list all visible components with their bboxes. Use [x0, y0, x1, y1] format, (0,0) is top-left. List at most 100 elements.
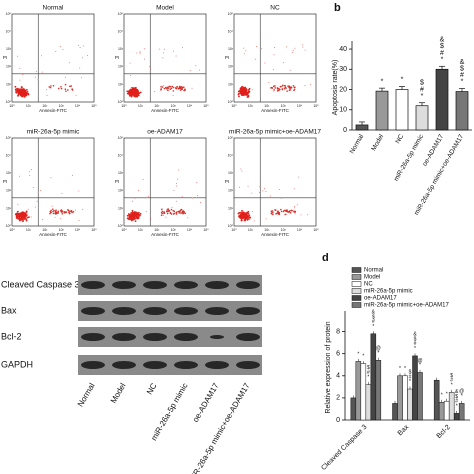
significance-mark: #	[455, 399, 458, 405]
cell-dot	[69, 85, 71, 88]
cell-dot	[293, 188, 295, 190]
cell-dot	[239, 186, 241, 188]
bar	[443, 400, 450, 421]
cell-dot	[138, 211, 140, 214]
y-tick-label: 10²	[228, 65, 234, 69]
plot-title: Normal	[43, 5, 65, 12]
cell-dot	[68, 211, 70, 214]
cell-dot	[175, 200, 177, 202]
y-tick-label: 10⁴	[228, 154, 234, 158]
y-tick-label: 10	[339, 107, 347, 114]
cell-dot	[79, 47, 81, 49]
significance-mark: *	[357, 351, 359, 357]
y-axis-label: PI	[225, 55, 229, 60]
cell-dot	[292, 51, 294, 53]
blot-band	[236, 281, 260, 289]
cell-dot	[251, 210, 253, 212]
blot-row-label: GAPDH	[1, 359, 33, 369]
significance-mark: $	[367, 365, 370, 371]
cell-dot	[281, 88, 284, 90]
y-tick-label: 10⁴	[118, 154, 124, 158]
cell-dot	[240, 90, 243, 93]
cell-dot	[284, 85, 286, 87]
x-tick-label: 10⁴	[297, 228, 303, 232]
cell-dot	[285, 46, 287, 48]
cell-dot	[18, 175, 20, 177]
cell-dot	[62, 49, 64, 51]
cell-dot	[55, 209, 57, 211]
cell-dot	[265, 218, 267, 220]
panel-label: d	[322, 252, 329, 264]
panel-label: b	[334, 2, 341, 14]
cell-dot	[49, 212, 51, 215]
cell-dot	[27, 208, 29, 210]
x-tick-label: 10⁵	[313, 104, 319, 108]
cell-dot	[17, 92, 20, 95]
significance-mark: *	[451, 382, 453, 388]
cell-dot	[288, 210, 291, 213]
plot-frame	[233, 137, 317, 227]
cell-dot	[134, 220, 137, 223]
cell-dot	[238, 92, 240, 95]
cell-dot	[245, 214, 248, 216]
cell-dot	[23, 89, 26, 92]
cell-dot	[16, 89, 19, 91]
cell-dot	[293, 86, 296, 89]
cell-dot	[60, 218, 62, 220]
cell-dot	[165, 216, 167, 218]
x-tick-label: 10⁵	[91, 228, 97, 232]
bar	[448, 392, 455, 421]
cell-dot	[22, 218, 24, 220]
cell-dot	[130, 214, 133, 217]
x-tick-label: 10⁴	[75, 104, 81, 108]
significance-mark: *	[409, 379, 411, 385]
cell-dot	[50, 211, 53, 213]
cell-dot	[264, 188, 266, 190]
cell-dot	[262, 190, 264, 192]
bar	[397, 375, 403, 421]
y-tick-label: 10²	[118, 189, 124, 193]
cell-dot	[245, 212, 248, 215]
plot-title: miR-26a-5p mimic	[27, 129, 80, 136]
cell-dot	[130, 93, 133, 95]
cell-dot	[25, 219, 28, 222]
cell-dot	[131, 209, 134, 212]
cell-dot	[243, 219, 246, 221]
bar	[355, 361, 362, 421]
cell-dot	[50, 85, 52, 87]
y-tick-label: 10³	[118, 171, 124, 175]
cell-dot	[181, 88, 184, 90]
cell-dot	[26, 216, 29, 219]
cell-dot	[178, 86, 181, 89]
cell-dot	[67, 209, 70, 212]
cell-dot	[16, 210, 19, 213]
cell-dot	[167, 210, 169, 213]
cell-dot	[49, 86, 52, 89]
cell-dot	[281, 84, 284, 87]
cell-dot	[287, 211, 289, 213]
significance-mark: *	[367, 375, 369, 381]
legend-label: NC	[364, 282, 373, 288]
cell-dot	[284, 213, 286, 216]
y-tick-label: 10⁰	[6, 100, 12, 104]
cell-dot	[294, 206, 296, 208]
cell-dot	[150, 218, 152, 220]
cell-dot	[187, 217, 189, 219]
bar	[375, 360, 382, 421]
x-axis-label: Annexin-FITC	[151, 108, 180, 113]
cell-dot	[182, 47, 184, 49]
x-tick-label: 10²	[264, 104, 270, 108]
x-axis-label: Annexin-FITC	[39, 108, 68, 113]
plot-title: miR-26a-5p mimic+oe-ADAM17	[229, 129, 321, 136]
bar	[355, 124, 369, 131]
significance-mark: #	[372, 319, 375, 325]
cell-dot	[41, 219, 43, 221]
cell-dot	[283, 62, 285, 64]
cell-dot	[65, 76, 67, 78]
legend-swatch	[351, 288, 362, 294]
cell-dot	[75, 94, 77, 96]
cell-dot	[144, 58, 146, 60]
cell-dot	[173, 210, 176, 213]
cell-dot	[292, 84, 295, 87]
cell-dot	[143, 48, 145, 50]
